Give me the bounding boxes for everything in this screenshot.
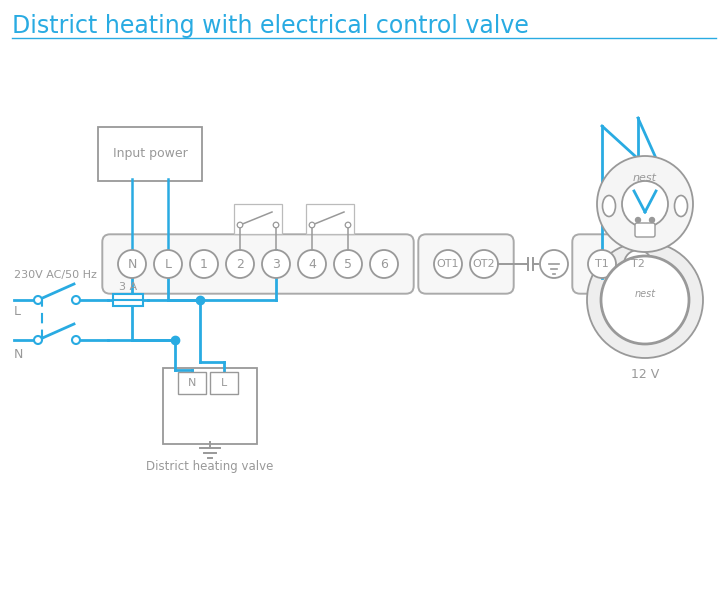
Circle shape: [34, 296, 42, 304]
Circle shape: [588, 250, 616, 278]
Text: nest: nest: [633, 173, 657, 183]
Text: 12 V: 12 V: [631, 368, 659, 381]
Text: L: L: [165, 258, 172, 270]
FancyBboxPatch shape: [210, 372, 237, 394]
Circle shape: [154, 250, 182, 278]
Text: T1: T1: [595, 259, 609, 269]
FancyBboxPatch shape: [178, 372, 206, 394]
Text: 6: 6: [380, 258, 388, 270]
Circle shape: [636, 217, 641, 223]
Text: Input power: Input power: [113, 147, 187, 160]
Circle shape: [72, 296, 80, 304]
Text: 4: 4: [308, 258, 316, 270]
Text: N: N: [127, 258, 137, 270]
Text: 2: 2: [236, 258, 244, 270]
Circle shape: [434, 250, 462, 278]
FancyBboxPatch shape: [635, 223, 655, 237]
Circle shape: [334, 250, 362, 278]
Text: L: L: [14, 305, 21, 318]
Circle shape: [273, 222, 279, 228]
Text: 3 A: 3 A: [119, 282, 137, 292]
Circle shape: [118, 250, 146, 278]
Circle shape: [298, 250, 326, 278]
Circle shape: [345, 222, 351, 228]
Circle shape: [370, 250, 398, 278]
Ellipse shape: [603, 195, 615, 216]
Text: 230V AC/50 Hz: 230V AC/50 Hz: [14, 270, 97, 280]
FancyBboxPatch shape: [98, 127, 202, 181]
FancyBboxPatch shape: [163, 368, 257, 444]
Text: T2: T2: [631, 259, 645, 269]
Circle shape: [262, 250, 290, 278]
Text: nest: nest: [634, 289, 655, 299]
Circle shape: [226, 250, 254, 278]
FancyBboxPatch shape: [419, 234, 514, 293]
Text: L: L: [221, 378, 226, 388]
Ellipse shape: [675, 195, 687, 216]
FancyBboxPatch shape: [234, 204, 282, 234]
Circle shape: [237, 222, 243, 228]
Text: 5: 5: [344, 258, 352, 270]
Text: District heating valve: District heating valve: [146, 460, 274, 473]
FancyBboxPatch shape: [572, 234, 668, 293]
Text: OT1: OT1: [437, 259, 459, 269]
FancyBboxPatch shape: [113, 294, 143, 306]
Circle shape: [309, 222, 314, 228]
Circle shape: [470, 250, 498, 278]
Circle shape: [597, 156, 693, 252]
Circle shape: [190, 250, 218, 278]
Circle shape: [624, 250, 652, 278]
Circle shape: [649, 217, 654, 223]
Circle shape: [34, 336, 42, 344]
Text: District heating with electrical control valve: District heating with electrical control…: [12, 14, 529, 38]
Circle shape: [601, 256, 689, 344]
FancyBboxPatch shape: [103, 234, 414, 293]
Text: 3: 3: [272, 258, 280, 270]
Text: 1: 1: [200, 258, 208, 270]
Text: N: N: [188, 378, 196, 388]
FancyBboxPatch shape: [306, 204, 354, 234]
Circle shape: [587, 242, 703, 358]
Circle shape: [72, 336, 80, 344]
Circle shape: [622, 181, 668, 227]
Circle shape: [540, 250, 568, 278]
Text: OT2: OT2: [472, 259, 495, 269]
Text: N: N: [14, 348, 23, 361]
